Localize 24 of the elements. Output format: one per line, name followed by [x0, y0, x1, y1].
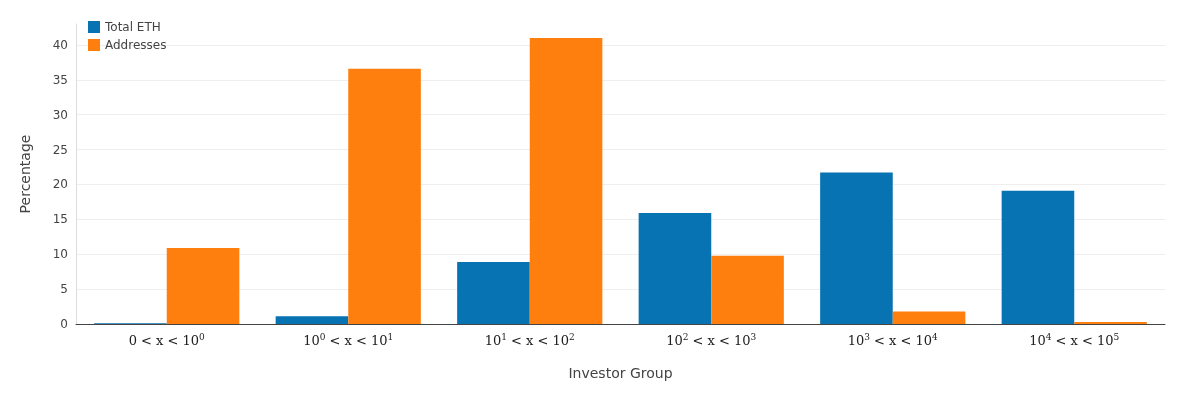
bar: [166, 247, 240, 324]
y-tick-label: 20: [52, 177, 68, 192]
y-tick-label: 35: [52, 72, 68, 87]
y-tick-label: 5: [60, 282, 68, 297]
y-tick-label: 10: [52, 247, 68, 262]
bar: [1001, 190, 1075, 324]
bar: [638, 213, 712, 324]
y-axis-title: Percentage: [17, 134, 33, 214]
legend-label: Total ETH: [104, 20, 161, 34]
y-tick-label: 25: [52, 142, 68, 157]
y-tick-label: 15: [52, 212, 68, 227]
x-axis-title: Investor Group: [568, 365, 673, 381]
y-tick-label: 40: [52, 37, 68, 52]
bar: [275, 316, 349, 324]
bar: [892, 311, 966, 324]
y-tick-label: 0: [60, 317, 68, 331]
bar: [1074, 321, 1147, 324]
bar: [348, 68, 421, 324]
bar: [820, 172, 893, 324]
bar: [457, 261, 530, 324]
bar: [711, 255, 784, 324]
y-tick-label: 30: [52, 107, 68, 122]
legend-label: Addresses: [105, 38, 167, 52]
bar: [529, 37, 603, 324]
